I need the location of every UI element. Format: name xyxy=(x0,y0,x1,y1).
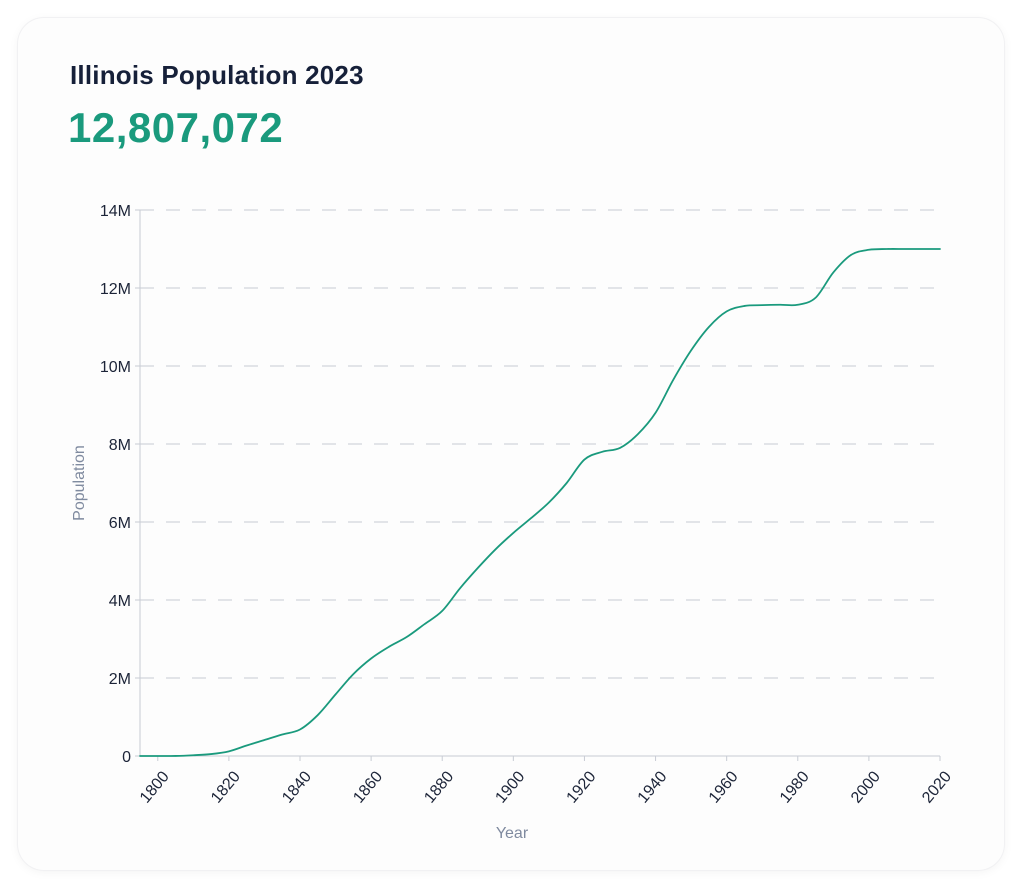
y-tick-label: 14M xyxy=(100,203,131,220)
x-tick-label: 1940 xyxy=(635,768,671,806)
x-tick-label: 1920 xyxy=(564,768,600,806)
x-tick-label: 1820 xyxy=(208,768,244,806)
grid-lines xyxy=(140,209,940,757)
y-tick-label: 12M xyxy=(100,281,131,298)
population-series-line xyxy=(139,248,941,757)
x-tick-label: 1900 xyxy=(492,768,528,806)
x-tick-label: 2000 xyxy=(848,768,884,806)
y-tick-label: 2M xyxy=(109,671,131,688)
x-tick-label: 1800 xyxy=(137,768,173,806)
x-tick-label: 1880 xyxy=(421,768,457,806)
y-tick-label: 0 xyxy=(122,749,131,766)
population-value: 12,807,072 xyxy=(68,104,284,151)
page-title: Illinois Population 2023 xyxy=(70,60,364,90)
y-tick-label: 4M xyxy=(109,593,131,610)
x-tick-label: 1860 xyxy=(350,768,386,806)
y-axis-ticks: 0 2M 4M 6M 8M 10M 12M 14M xyxy=(100,203,140,766)
x-tick-label: 2020 xyxy=(919,768,955,806)
y-tick-label: 10M xyxy=(100,359,131,376)
x-axis-ticks: 1800 1820 1840 1860 1880 1900 1920 1940 1960 1980… xyxy=(137,756,955,807)
x-tick-label: 1960 xyxy=(706,768,742,806)
x-tick-label: 1980 xyxy=(777,768,813,806)
y-axis-title: Population xyxy=(71,445,88,521)
y-tick-label: 6M xyxy=(109,515,131,532)
x-tick-label: 1840 xyxy=(279,768,315,806)
x-axis-title: Year xyxy=(496,825,529,842)
y-tick-label: 8M xyxy=(109,437,131,454)
